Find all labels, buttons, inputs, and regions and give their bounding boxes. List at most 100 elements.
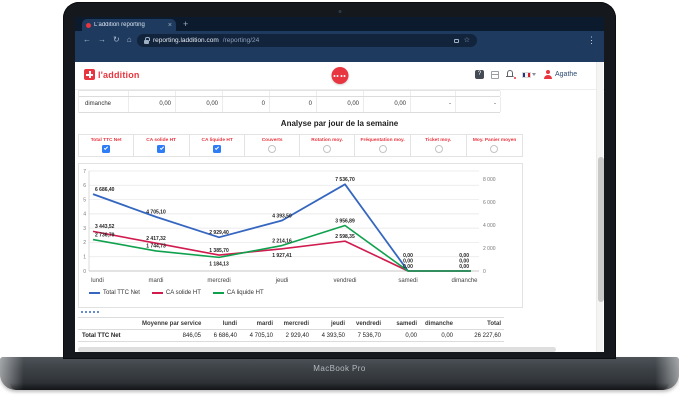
header-cell: Moyenne par service <box>142 321 202 327</box>
reload-icon[interactable]: ↻ <box>113 35 120 44</box>
vertical-scrollbar[interactable] <box>596 62 604 352</box>
pager-dot[interactable] <box>89 311 91 313</box>
user-name: Agathe <box>555 71 578 78</box>
svg-text:0: 0 <box>483 269 486 275</box>
legend-swatch <box>212 292 224 294</box>
clipped-cell <box>456 91 501 96</box>
legend-swatch <box>151 292 163 294</box>
svg-text:2 929,40: 2 929,40 <box>209 230 229 236</box>
address-bar[interactable]: reporting.laddition.com/reporting/24 ☆ <box>137 34 477 47</box>
notification-badge <box>513 76 517 80</box>
filter-column: Total TTC Net <box>79 135 135 156</box>
clipped-cell <box>129 91 176 96</box>
laptop-brand-label: MacBook Pro <box>313 364 366 373</box>
new-tab-button[interactable]: + <box>183 19 189 29</box>
value-cell: 26 227,60 <box>474 333 501 339</box>
language-selector[interactable] <box>522 71 536 78</box>
check-icon <box>104 146 109 150</box>
brand-dots-button[interactable] <box>331 67 348 84</box>
clipped-cell <box>176 91 223 96</box>
tab-favicon-icon <box>86 22 91 28</box>
svg-text:2: 2 <box>83 240 86 246</box>
check-icon <box>214 146 219 150</box>
chart-panel: 7 6 5 4 3 2 1 0 8 000 6 000 4 000 2 000 0 6 686,40 3 4… <box>78 163 523 308</box>
webcam-icon <box>338 10 341 13</box>
svg-text:3 443,52: 3 443,52 <box>95 224 115 230</box>
back-icon[interactable]: ← <box>83 35 91 44</box>
chart-plot[interactable]: 7 6 5 4 3 2 1 0 8 000 6 000 4 000 2 000 0 6 686,40 3 4… <box>79 165 524 277</box>
value-cell: 2 929,40 <box>285 333 309 339</box>
user-menu[interactable]: Agathe <box>543 70 577 79</box>
value-cell: - <box>411 97 456 112</box>
filter-column: Ticket moy. <box>411 135 467 156</box>
svg-text:4 705,10: 4 705,10 <box>146 210 166 216</box>
brand-dot-icon <box>333 74 336 77</box>
value-cell: 4 393,50 <box>321 333 345 339</box>
help-icon[interactable]: ? <box>475 70 484 79</box>
filter-label: CA solide HT <box>146 137 177 143</box>
pager-dot[interactable] <box>81 311 83 313</box>
svg-text:1: 1 <box>83 255 86 261</box>
filter-column: Fréquentation moy. <box>355 135 412 156</box>
svg-text:0,00: 0,00 <box>403 264 413 270</box>
page-title: Analyse par jour de la semaine <box>280 119 399 128</box>
filter-checkbox-checked[interactable] <box>102 145 111 153</box>
url-path: /reporting/24 <box>222 37 260 44</box>
tab-title: L'addition reporting <box>94 22 145 28</box>
filter-column: Couverts <box>245 135 300 156</box>
header-cell: dimanche <box>424 321 453 327</box>
app-header: l'addition ? <box>75 62 604 90</box>
svg-text:4: 4 <box>83 212 86 218</box>
legend-swatch <box>89 292 100 294</box>
browser-tab-bar: L'addition reporting × + <box>75 17 604 31</box>
filter-checkbox-checked[interactable] <box>212 145 221 153</box>
svg-text:2 736,79: 2 736,79 <box>95 232 115 238</box>
filter-checkbox-unchecked[interactable] <box>378 145 387 153</box>
svg-text:7 536,70: 7 536,70 <box>335 177 355 183</box>
bottom-table: Moyenne par service lundi mardi mercredi jeu… <box>78 317 504 342</box>
header-cell: Total <box>487 321 501 327</box>
filter-checkbox-unchecked[interactable] <box>267 145 276 153</box>
laddition-logo[interactable]: l'addition <box>84 69 140 80</box>
browser-menu-icon[interactable]: ⋮ <box>587 35 596 45</box>
svg-text:6: 6 <box>83 183 86 189</box>
legend-item: Total TTC Net <box>89 290 140 296</box>
package-icon[interactable] <box>491 70 499 79</box>
filter-checkbox-checked[interactable] <box>157 145 166 153</box>
svg-text:5: 5 <box>83 197 86 203</box>
tab-close-icon[interactable]: × <box>167 21 172 29</box>
svg-text:1 184,13: 1 184,13 <box>209 261 229 267</box>
value-cell: 0,00 <box>405 333 417 339</box>
header-cell <box>78 318 142 329</box>
pager-dot[interactable] <box>93 311 95 313</box>
filter-checkbox-unchecked[interactable] <box>490 145 499 153</box>
browser-tab[interactable]: L'addition reporting × <box>82 19 176 31</box>
filter-label: Total TTC Net <box>90 137 122 143</box>
horizontal-scrollbar[interactable] <box>78 347 556 352</box>
page-action-icon[interactable] <box>453 38 459 43</box>
header-cell: mardi <box>256 321 273 327</box>
scrollbar-thumb[interactable] <box>597 157 604 302</box>
svg-text:2 000: 2 000 <box>483 246 496 252</box>
brand-dot-icon <box>336 74 339 77</box>
value-cell: 0 <box>270 97 317 112</box>
value-cell: 0 <box>223 97 270 112</box>
pager-dot[interactable] <box>97 311 99 313</box>
legend-item: CA liquide HT <box>212 290 264 296</box>
svg-text:0,00: 0,00 <box>403 258 413 264</box>
clipped-cell <box>79 91 129 96</box>
value-cell: 0,00 <box>441 333 453 339</box>
french-flag-icon <box>522 71 531 78</box>
filter-checkbox-unchecked[interactable] <box>434 145 443 153</box>
bookmark-star-icon[interactable]: ☆ <box>463 37 470 44</box>
forward-icon[interactable]: → <box>98 35 106 44</box>
filter-checkbox-unchecked[interactable] <box>323 145 332 153</box>
svg-text:0,00: 0,00 <box>459 258 469 264</box>
reporting-page: l'addition ? <box>75 62 604 352</box>
notifications-bell-icon[interactable] <box>506 70 517 80</box>
home-icon[interactable]: ⌂ <box>126 35 132 44</box>
url-domain: reporting.laddition.com <box>153 37 219 44</box>
svg-text:0,00: 0,00 <box>459 253 469 259</box>
pager-dot[interactable] <box>85 311 87 313</box>
